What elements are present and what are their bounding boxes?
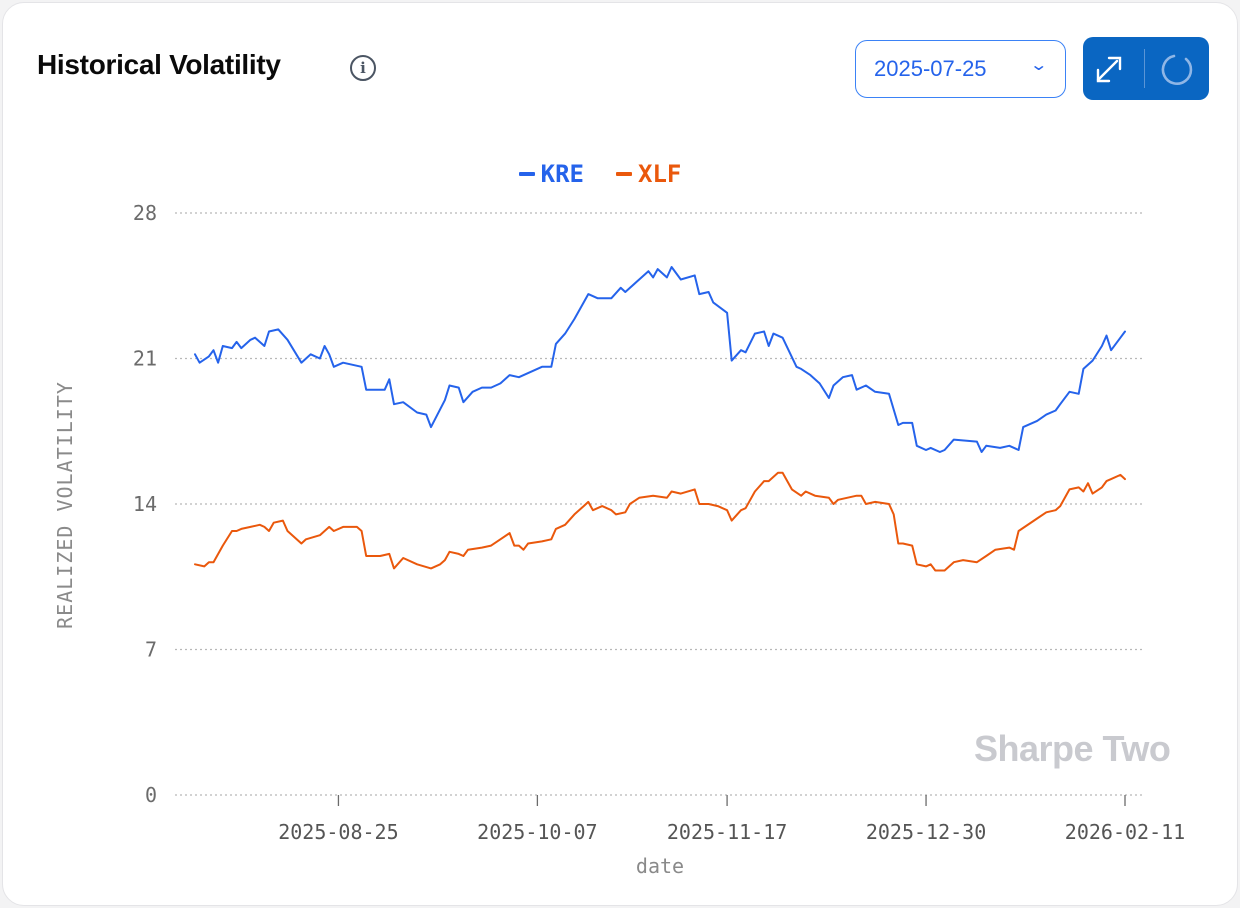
legend-item-xlf[interactable]: XLF [616,160,681,188]
y-tick-label: 7 [145,638,157,662]
series-line-xlf [194,471,1126,572]
y-tick-label: 0 [145,783,157,807]
x-tick-label: 2025-11-17 [667,820,787,844]
x-axis-label: date [636,854,684,878]
x-tick-label: 2026-02-11 [1065,820,1185,844]
series-line-kre [194,266,1126,453]
button-divider [1144,49,1145,88]
start-date-value: 2025-07-25 [874,56,987,81]
info-icon[interactable]: i [350,55,376,81]
x-tick-label: 2025-08-25 [278,820,398,844]
chart-actions [1083,37,1209,100]
loading-spinner-icon [1161,54,1193,85]
card-title: Historical Volatility [37,49,281,80]
legend-label-xlf: XLF [638,160,682,188]
x-tick-label: 2025-12-30 [866,820,986,844]
chevron-down-icon: ⌄ [1028,57,1048,74]
legend-swatch-xlf [616,172,632,176]
chart-legend: KRE XLF [0,160,1200,188]
y-tick-label: 14 [133,492,157,516]
sharpe-two-watermark: Sharpe Two [974,728,1171,769]
refresh-button[interactable] [1146,37,1209,100]
expand-icon [1096,56,1122,83]
x-tick-label: 2025-10-07 [477,820,597,844]
start-date-dropdown[interactable]: 2025-07-25 ⌄ [855,40,1066,98]
y-tick-label: 28 [133,201,157,225]
expand-button[interactable] [1083,37,1145,100]
legend-label-kre: KRE [540,160,584,188]
legend-swatch-kre [518,172,535,176]
y-tick-label: 21 [133,347,157,371]
legend-item-kre[interactable]: KRE [518,160,584,188]
